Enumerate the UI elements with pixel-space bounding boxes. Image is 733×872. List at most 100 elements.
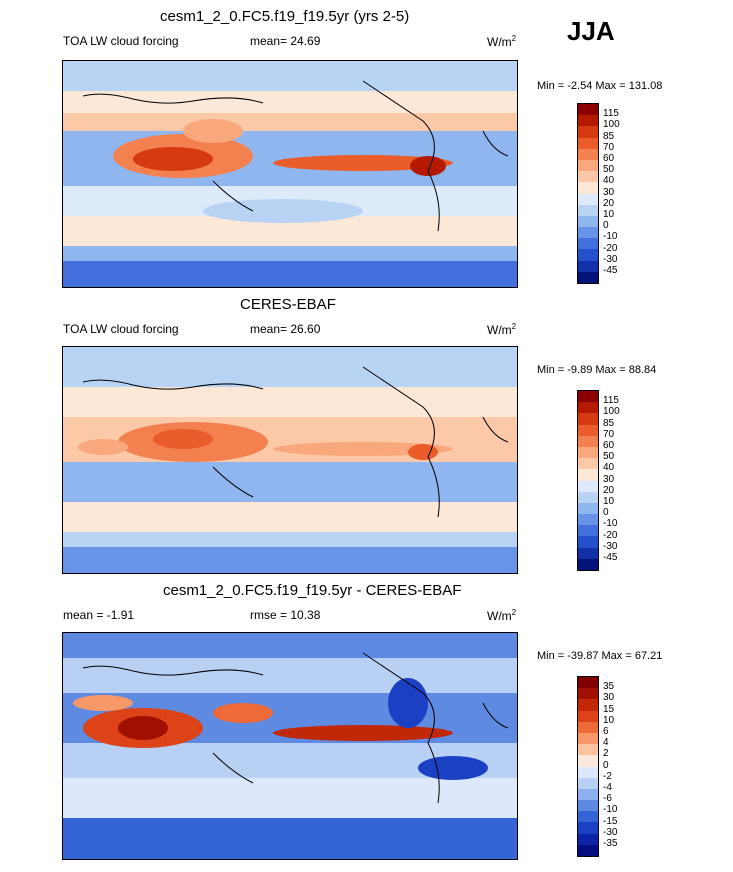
colorbar-tick-label: 4 — [603, 737, 609, 749]
colorbar-tick-label: -20 — [603, 242, 618, 254]
colorbar-tick-label: 35 — [603, 681, 615, 693]
colorbar-tick-label: -10 — [603, 804, 618, 816]
colorbar-swatch — [578, 260, 598, 272]
colorbar-swatch — [578, 137, 598, 149]
panel1-title: cesm1_2_0.FC5.f19_f19.5yr (yrs 2-5) — [160, 8, 410, 25]
panel2-minmax: Min = -9.89 Max = 88.84 — [537, 364, 657, 376]
colorbar-swatch — [578, 721, 598, 733]
colorbar-tick-label: 30 — [603, 473, 615, 485]
colorbar-swatch — [578, 788, 598, 801]
panel2-map-field — [63, 347, 517, 573]
colorbar-tick-label: 20 — [603, 197, 615, 209]
panel1-colorbar-swatches — [577, 103, 599, 284]
colorbar-swatch — [578, 833, 598, 845]
colorbar-tick-label: 50 — [603, 451, 615, 463]
colorbar-tick-label: 60 — [603, 440, 615, 451]
panel3-title: cesm1_2_0.FC5.f19_f19.5yr - CERES-EBAF — [163, 582, 462, 599]
panel2-colorbar-swatches — [577, 390, 599, 571]
colorbar-swatch — [578, 514, 598, 526]
colorbar-tick-label: 40 — [603, 175, 615, 187]
colorbar-swatch — [578, 755, 598, 767]
colorbar-swatch — [578, 699, 598, 711]
colorbar-swatch — [578, 249, 598, 261]
panel3-minmax: Min = -39.87 Max = 67.21 — [537, 650, 663, 662]
colorbar-tick-label: 15 — [603, 703, 615, 715]
colorbar-swatch — [578, 800, 598, 812]
colorbar-swatch — [578, 491, 598, 503]
colorbar-swatch — [578, 677, 598, 689]
colorbar-swatch — [578, 469, 598, 481]
colorbar-swatch — [578, 115, 598, 127]
panel3-mean-label: mean = -1.91 — [63, 608, 135, 622]
panel3-units-label: W/m2 — [487, 608, 517, 623]
season-label: JJA — [567, 16, 615, 46]
colorbar-swatch — [578, 435, 598, 447]
colorbar-tick-label: 115 — [603, 108, 619, 120]
panel2-title: CERES-EBAF — [240, 296, 336, 313]
panel1-map — [62, 60, 518, 288]
colorbar-swatch — [578, 104, 598, 116]
colorbar-tick-label: -10 — [603, 231, 618, 243]
colorbar-swatch — [578, 171, 598, 183]
panel1-variable-label: TOA LW cloud forcing — [63, 34, 179, 48]
colorbar-swatch — [578, 822, 598, 834]
panel2-units-label: W/m2 — [487, 322, 517, 337]
colorbar-tick-label: 10 — [603, 496, 615, 507]
colorbar-tick-label: 60 — [603, 153, 615, 164]
colorbar-tick-label: -35 — [603, 838, 618, 849]
colorbar-tick-label: 50 — [603, 164, 615, 176]
colorbar-tick-label: -30 — [603, 826, 618, 838]
colorbar-swatch — [578, 126, 598, 138]
colorbar-swatch — [578, 271, 598, 283]
colorbar-swatch — [578, 732, 598, 745]
colorbar-tick-label: -4 — [603, 782, 612, 793]
panel3-map-field — [63, 633, 517, 859]
panel1-minmax: Min = -2.54 Max = 131.08 — [537, 80, 663, 92]
colorbar-tick-label: -45 — [603, 265, 618, 276]
panel1-units-label: W/m2 — [487, 34, 517, 49]
colorbar-swatch — [578, 204, 598, 216]
colorbar-tick-label: -20 — [603, 529, 618, 541]
colorbar-tick-label: 30 — [603, 186, 615, 198]
colorbar-swatch — [578, 148, 598, 160]
colorbar-swatch — [578, 710, 598, 722]
colorbar-swatch — [578, 502, 598, 515]
colorbar-swatch — [578, 402, 598, 414]
colorbar-tick-label: -15 — [603, 815, 618, 827]
colorbar-tick-label: 0 — [603, 220, 609, 232]
colorbar-swatch — [578, 182, 598, 194]
colorbar-tick-label: 20 — [603, 484, 615, 496]
colorbar-swatch — [578, 458, 598, 470]
colorbar-swatch — [578, 227, 598, 239]
panel3-colorbar-swatches — [577, 676, 599, 857]
panel3-map — [62, 632, 518, 860]
colorbar-tick-label: -2 — [603, 770, 612, 782]
colorbar-swatch — [578, 238, 598, 250]
colorbar-swatch — [578, 215, 598, 228]
panel2-mean-label: mean= 26.60 — [250, 322, 321, 336]
panel2-variable-label: TOA LW cloud forcing — [63, 322, 179, 336]
colorbar-swatch — [578, 159, 598, 172]
colorbar-tick-label: 2 — [603, 748, 609, 760]
colorbar-swatch — [578, 525, 598, 537]
colorbar-swatch — [578, 811, 598, 823]
colorbar-swatch — [578, 480, 598, 492]
colorbar-tick-label: 85 — [603, 417, 615, 429]
panel2-map — [62, 346, 518, 574]
colorbar-tick-label: -10 — [603, 518, 618, 530]
colorbar-swatch — [578, 413, 598, 425]
colorbar-tick-label: -30 — [603, 253, 618, 265]
colorbar-swatch — [578, 424, 598, 436]
colorbar-swatch — [578, 766, 598, 778]
colorbar-tick-label: 0 — [603, 759, 609, 771]
colorbar-swatch — [578, 777, 598, 789]
colorbar-tick-label: -6 — [603, 793, 612, 805]
colorbar-tick-label: 100 — [603, 119, 620, 131]
colorbar-swatch — [578, 193, 598, 205]
colorbar-tick-label: -30 — [603, 540, 618, 552]
colorbar-tick-label: 85 — [603, 130, 615, 142]
colorbar-tick-label: 100 — [603, 406, 620, 418]
colorbar-tick-label: 70 — [603, 141, 615, 153]
colorbar-tick-label: 115 — [603, 395, 619, 407]
colorbar-swatch — [578, 446, 598, 459]
